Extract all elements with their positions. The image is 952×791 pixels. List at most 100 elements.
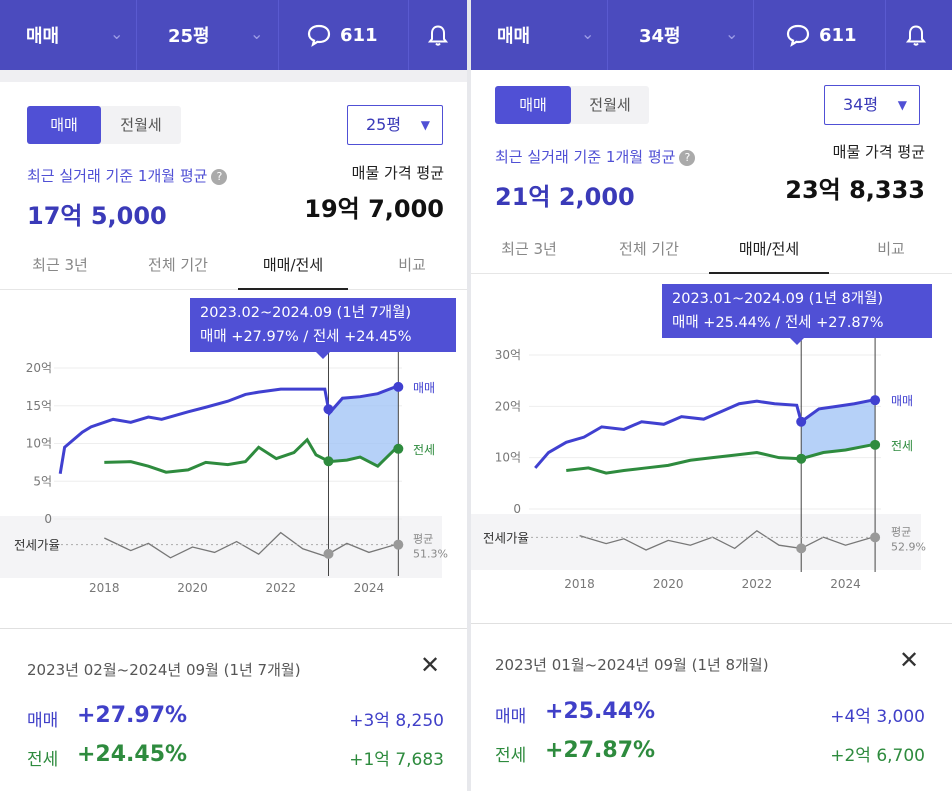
comments-button[interactable]: 611 xyxy=(306,0,378,70)
y-tick-label: 10억 xyxy=(495,451,521,465)
panel-25py: 매매 ⌄ 25평 ⌄ 611 매매 전월세 25평 ▼ 최근 실거래 기준 1개월… xyxy=(0,0,467,791)
chat-bubble-icon xyxy=(307,24,331,47)
chart-tabs: 최근 3년 전체 기간 매매/전세 비교 xyxy=(471,234,952,274)
tab-recent-3y[interactable]: 최근 3년 xyxy=(501,240,557,258)
panel-34py: 매매 ⌄ 34평 ⌄ 611 매매 전월세 34평 ▼ 최근 실거래 기준 1개월… xyxy=(471,0,952,791)
x-tick-label: 2020 xyxy=(653,577,684,591)
tab-sale-jeonse[interactable]: 매매/전세 xyxy=(709,234,829,274)
trade-type-dropdown[interactable]: 매매 xyxy=(497,0,530,70)
close-icon[interactable]: ✕ xyxy=(899,646,920,674)
jeonse-marker xyxy=(870,439,881,450)
y-tick-label: 15억 xyxy=(26,399,52,413)
y-tick-label: 0 xyxy=(44,512,52,526)
tab-sale-jeonse[interactable]: 매매/전세 xyxy=(238,250,348,290)
caret-down-icon: ▼ xyxy=(897,98,907,112)
summary-jeonse-pct: +24.45% xyxy=(77,742,188,767)
size-dropdown[interactable]: 25평 xyxy=(168,0,210,70)
summary-sale-pct: +27.97% xyxy=(77,703,188,728)
tooltip-change: 매매 +27.97% / 전세 +24.45% xyxy=(200,329,412,345)
topbar-separator xyxy=(885,0,886,70)
series-label-jeonse: 전세 xyxy=(413,443,435,457)
ratio-avg-label: 평균 xyxy=(891,525,911,538)
close-icon[interactable]: ✕ xyxy=(420,651,441,679)
recent-avg-text: 최근 실거래 기준 1개월 평균 xyxy=(495,148,676,166)
toggle-rent[interactable]: 전월세 xyxy=(120,116,162,134)
trade-toggle: 매매 전월세 xyxy=(495,86,649,124)
sale-marker xyxy=(393,381,404,392)
size-select-value: 25평 xyxy=(366,115,402,134)
y-tick-label: 20억 xyxy=(495,399,521,413)
listing-avg-label: 매물 가격 평균 xyxy=(832,143,925,161)
series-line-jeonse xyxy=(566,443,873,475)
sale-marker xyxy=(796,416,807,427)
help-icon[interactable]: ? xyxy=(211,169,228,185)
topbar-separator xyxy=(607,0,608,70)
tab-all-period[interactable]: 전체 기간 xyxy=(619,240,679,258)
toggle-rent[interactable]: 전월세 xyxy=(589,96,631,114)
y-tick-label: 0 xyxy=(513,502,521,516)
x-tick-label: 2022 xyxy=(265,581,296,595)
size-label: 25평 xyxy=(168,26,210,47)
trade-type-label: 매매 xyxy=(497,26,531,47)
listing-avg-label: 매물 가격 평균 xyxy=(351,164,444,182)
ratio-marker xyxy=(323,548,334,559)
toggle-sale[interactable]: 매매 xyxy=(27,106,101,144)
range-summary: 2023년 02월~2024년 09월 (1년 7개월) ✕ 매매 +27.97… xyxy=(0,628,467,791)
chart-tabs: 최근 3년 전체 기간 매매/전세 비교 xyxy=(0,250,467,290)
jeonse-marker xyxy=(323,456,334,467)
x-tick-label: 2018 xyxy=(564,577,595,591)
summary-period: 2023년 01월~2024년 09월 (1년 8개월) xyxy=(495,656,769,674)
tooltip-period: 2023.02~2024.09 (1년 7개월) xyxy=(200,305,412,321)
ratio-marker xyxy=(870,532,881,543)
jeonse-marker xyxy=(796,453,807,464)
x-tick-label: 2024 xyxy=(830,577,861,591)
size-dropdown[interactable]: 34평 xyxy=(639,0,681,70)
listing-avg-price: 23억 8,333 xyxy=(785,176,925,204)
recent-avg-price: 21억 2,000 xyxy=(495,183,635,211)
x-tick-label: 2022 xyxy=(742,577,773,591)
trade-type-dropdown[interactable]: 매매 xyxy=(26,0,59,70)
ratio-marker xyxy=(393,539,404,550)
summary-sale-label: 매매 xyxy=(495,707,527,727)
ratio-avg-label: 평균 xyxy=(413,533,433,546)
series-label-sale: 매매 xyxy=(413,381,435,395)
chevron-down-icon: ⌄ xyxy=(250,24,264,43)
y-tick-label: 10억 xyxy=(26,437,52,451)
summary-period: 2023년 02월~2024년 09월 (1년 7개월) xyxy=(27,661,301,679)
ratio-band xyxy=(471,514,921,570)
summary-jeonse-amount: +2억 6,700 xyxy=(830,746,925,766)
summary-sale-label: 매매 xyxy=(27,711,59,731)
size-label: 34평 xyxy=(639,26,681,47)
tooltip-pointer xyxy=(316,352,330,359)
tooltip-period: 2023.01~2024.09 (1년 8개월) xyxy=(672,291,884,307)
y-tick-label: 5억 xyxy=(33,474,52,488)
size-select[interactable]: 34평 ▼ xyxy=(824,85,920,125)
ratio-avg-value: 51.3% xyxy=(413,548,448,561)
tab-compare[interactable]: 비교 xyxy=(877,240,905,258)
toggle-sale[interactable]: 매매 xyxy=(495,86,571,124)
comment-count: 611 xyxy=(340,24,378,46)
topbar-shadow xyxy=(0,70,467,82)
topbar-separator xyxy=(136,0,137,70)
tooltip-pointer xyxy=(790,338,804,345)
bell-icon[interactable] xyxy=(904,22,928,48)
highlight-area xyxy=(801,400,876,459)
ratio-axis-label: 전세가율 xyxy=(483,530,529,545)
size-select[interactable]: 25평 ▼ xyxy=(347,105,443,145)
trade-toggle: 매매 전월세 xyxy=(27,106,181,144)
chevron-down-icon: ⌄ xyxy=(725,24,739,43)
tab-recent-3y[interactable]: 최근 3년 xyxy=(32,256,88,274)
range-summary: 2023년 01월~2024년 09월 (1년 8개월) ✕ 매매 +25.44… xyxy=(471,623,952,786)
help-icon[interactable]: ? xyxy=(679,150,696,166)
range-tooltip: 2023.01~2024.09 (1년 8개월) 매매 +25.44% / 전세… xyxy=(662,284,932,345)
comment-count: 611 xyxy=(819,24,857,46)
bell-icon[interactable] xyxy=(426,22,450,48)
series-label-sale: 매매 xyxy=(891,394,913,408)
chat-bubble-icon xyxy=(786,24,810,47)
tab-compare[interactable]: 비교 xyxy=(398,256,426,274)
x-tick-label: 2018 xyxy=(89,581,120,595)
tab-all-period[interactable]: 전체 기간 xyxy=(148,256,208,274)
comments-button[interactable]: 611 xyxy=(785,0,857,70)
